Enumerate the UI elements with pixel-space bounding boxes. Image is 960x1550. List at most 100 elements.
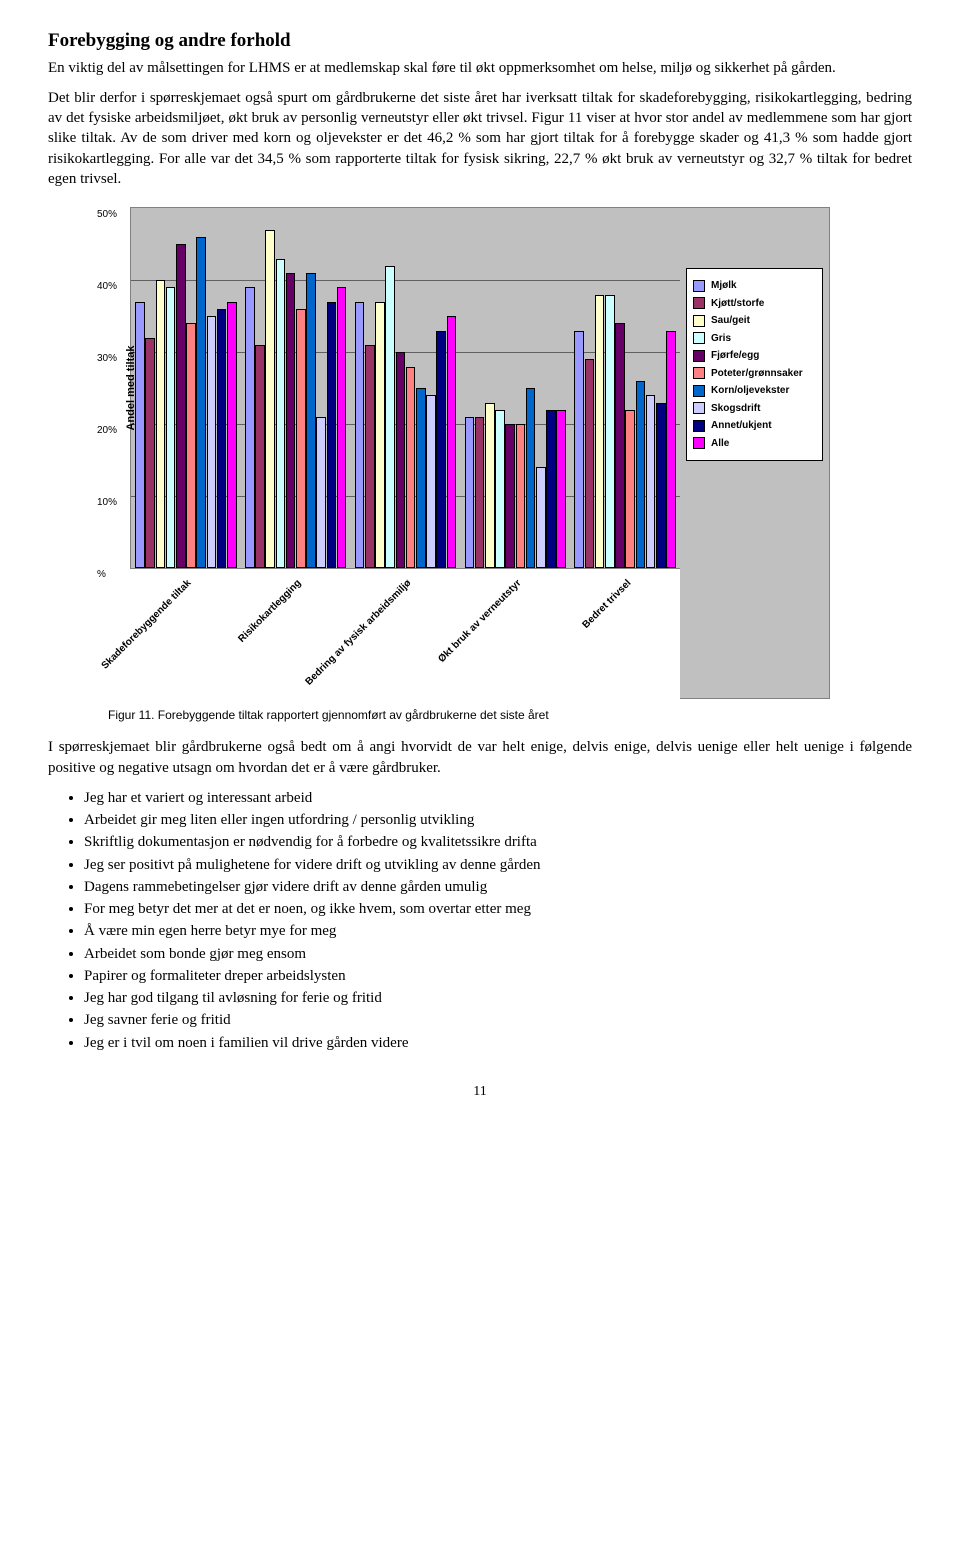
legend-label: Skogsdrift — [711, 402, 760, 416]
bar — [416, 388, 426, 568]
list-item: Arbeidet gir meg liten eller ingen utfor… — [84, 810, 912, 830]
legend-item: Alle — [693, 437, 816, 451]
bar — [306, 273, 316, 568]
bar-group — [460, 208, 570, 568]
y-tick-label: 50% — [97, 207, 117, 221]
list-item: Papirer og formaliteter dreper arbeidsly… — [84, 966, 912, 986]
bar — [656, 403, 666, 569]
chart-plot: Andel med tiltak %10%20%30%40%50% — [130, 207, 680, 569]
bar — [615, 323, 625, 568]
list-item: Jeg er i tvil om noen i familien vil dri… — [84, 1033, 912, 1053]
bar — [426, 395, 436, 568]
list-item: Jeg har god tilgang til avløsning for fe… — [84, 988, 912, 1008]
bar — [505, 424, 515, 568]
y-tick-label: % — [97, 567, 106, 581]
bar — [605, 295, 615, 569]
bar — [447, 316, 457, 568]
x-tick-label: Økt bruk av verneutstyr — [460, 569, 570, 699]
legend-label: Fjørfe/egg — [711, 349, 759, 363]
legend-swatch — [693, 315, 705, 327]
statement-list: Jeg har et variert og interessant arbeid… — [48, 788, 912, 1053]
x-tick-label: Bedret trivsel — [570, 569, 680, 699]
bar-group — [131, 208, 241, 568]
legend-item: Annet/ukjent — [693, 419, 816, 433]
list-item: Jeg har et variert og interessant arbeid — [84, 788, 912, 808]
y-tick-label: 30% — [97, 351, 117, 365]
x-tick-label: Skadeforebyggende tiltak — [130, 569, 240, 699]
bar — [406, 367, 416, 569]
y-tick-label: 10% — [97, 495, 117, 509]
legend-item: Kjøtt/storfe — [693, 297, 816, 311]
bar — [135, 302, 145, 568]
bar — [227, 302, 237, 568]
bar — [276, 259, 286, 569]
bar — [546, 410, 556, 568]
legend-item: Skogsdrift — [693, 402, 816, 416]
bar — [286, 273, 296, 568]
y-tick-label: 20% — [97, 423, 117, 437]
legend-swatch — [693, 420, 705, 432]
bar — [475, 417, 485, 568]
bar — [574, 331, 584, 569]
bar — [255, 345, 265, 568]
legend-swatch — [693, 437, 705, 449]
list-item: Jeg savner ferie og fritid — [84, 1010, 912, 1030]
list-item: For meg betyr det mer at det er noen, og… — [84, 899, 912, 919]
list-item: Skriftlig dokumentasjon er nødvendig for… — [84, 832, 912, 852]
legend-swatch — [693, 297, 705, 309]
list-item: Dagens rammebetingelser gjør videre drif… — [84, 877, 912, 897]
chart-legend: Mjølk Kjøtt/storfe Sau/geit Gris Fjørfe/egg P… — [680, 207, 830, 699]
legend-label: Mjølk — [711, 279, 737, 293]
legend-label: Korn/oljevekster — [711, 384, 789, 398]
legend-label: Gris — [711, 332, 731, 346]
bar — [337, 287, 347, 568]
legend-swatch — [693, 402, 705, 414]
bar — [245, 287, 255, 568]
bar — [646, 395, 656, 568]
bar — [625, 410, 635, 568]
legend-item: Sau/geit — [693, 314, 816, 328]
figure-caption: Figur 11. Forebyggende tiltak rapportert… — [108, 707, 912, 723]
bar-group — [241, 208, 351, 568]
legend-item: Mjølk — [693, 279, 816, 293]
intro-para-2: Det blir derfor i spørreskjemaet også sp… — [48, 88, 912, 189]
y-tick-label: 40% — [97, 279, 117, 293]
bar — [495, 410, 505, 568]
bar — [526, 388, 536, 568]
bar — [196, 237, 206, 568]
bar — [536, 467, 546, 568]
bar — [327, 302, 337, 568]
bar — [176, 244, 186, 568]
bar — [156, 280, 166, 568]
bar-group — [351, 208, 461, 568]
x-tick-label: Bedring av fysisk arbeidsmiljø — [350, 569, 460, 699]
legend-swatch — [693, 332, 705, 344]
bar — [316, 417, 326, 568]
bar — [217, 309, 227, 568]
bar — [365, 345, 375, 568]
legend-item: Poteter/grønnsaker — [693, 367, 816, 381]
para-3: I spørreskjemaet blir gårdbrukerne også … — [48, 737, 912, 778]
legend-swatch — [693, 280, 705, 292]
bar — [666, 331, 676, 569]
bar — [296, 309, 306, 568]
section-heading: Forebygging og andre forhold — [48, 28, 912, 54]
bar-group — [570, 208, 680, 568]
legend-label: Annet/ukjent — [711, 419, 772, 433]
legend-item: Korn/oljevekster — [693, 384, 816, 398]
page-number: 11 — [48, 1083, 912, 1102]
intro-para-1: En viktig del av målsettingen for LHMS e… — [48, 58, 912, 78]
legend-swatch — [693, 385, 705, 397]
bar — [436, 331, 446, 569]
bar — [265, 230, 275, 568]
legend-item: Gris — [693, 332, 816, 346]
bar — [355, 302, 365, 568]
bar — [585, 359, 595, 568]
legend-label: Poteter/grønnsaker — [711, 367, 803, 381]
legend-label: Sau/geit — [711, 314, 750, 328]
bar — [595, 295, 605, 569]
bar — [166, 287, 176, 568]
bar — [636, 381, 646, 568]
bar — [485, 403, 495, 569]
legend-label: Alle — [711, 437, 729, 451]
